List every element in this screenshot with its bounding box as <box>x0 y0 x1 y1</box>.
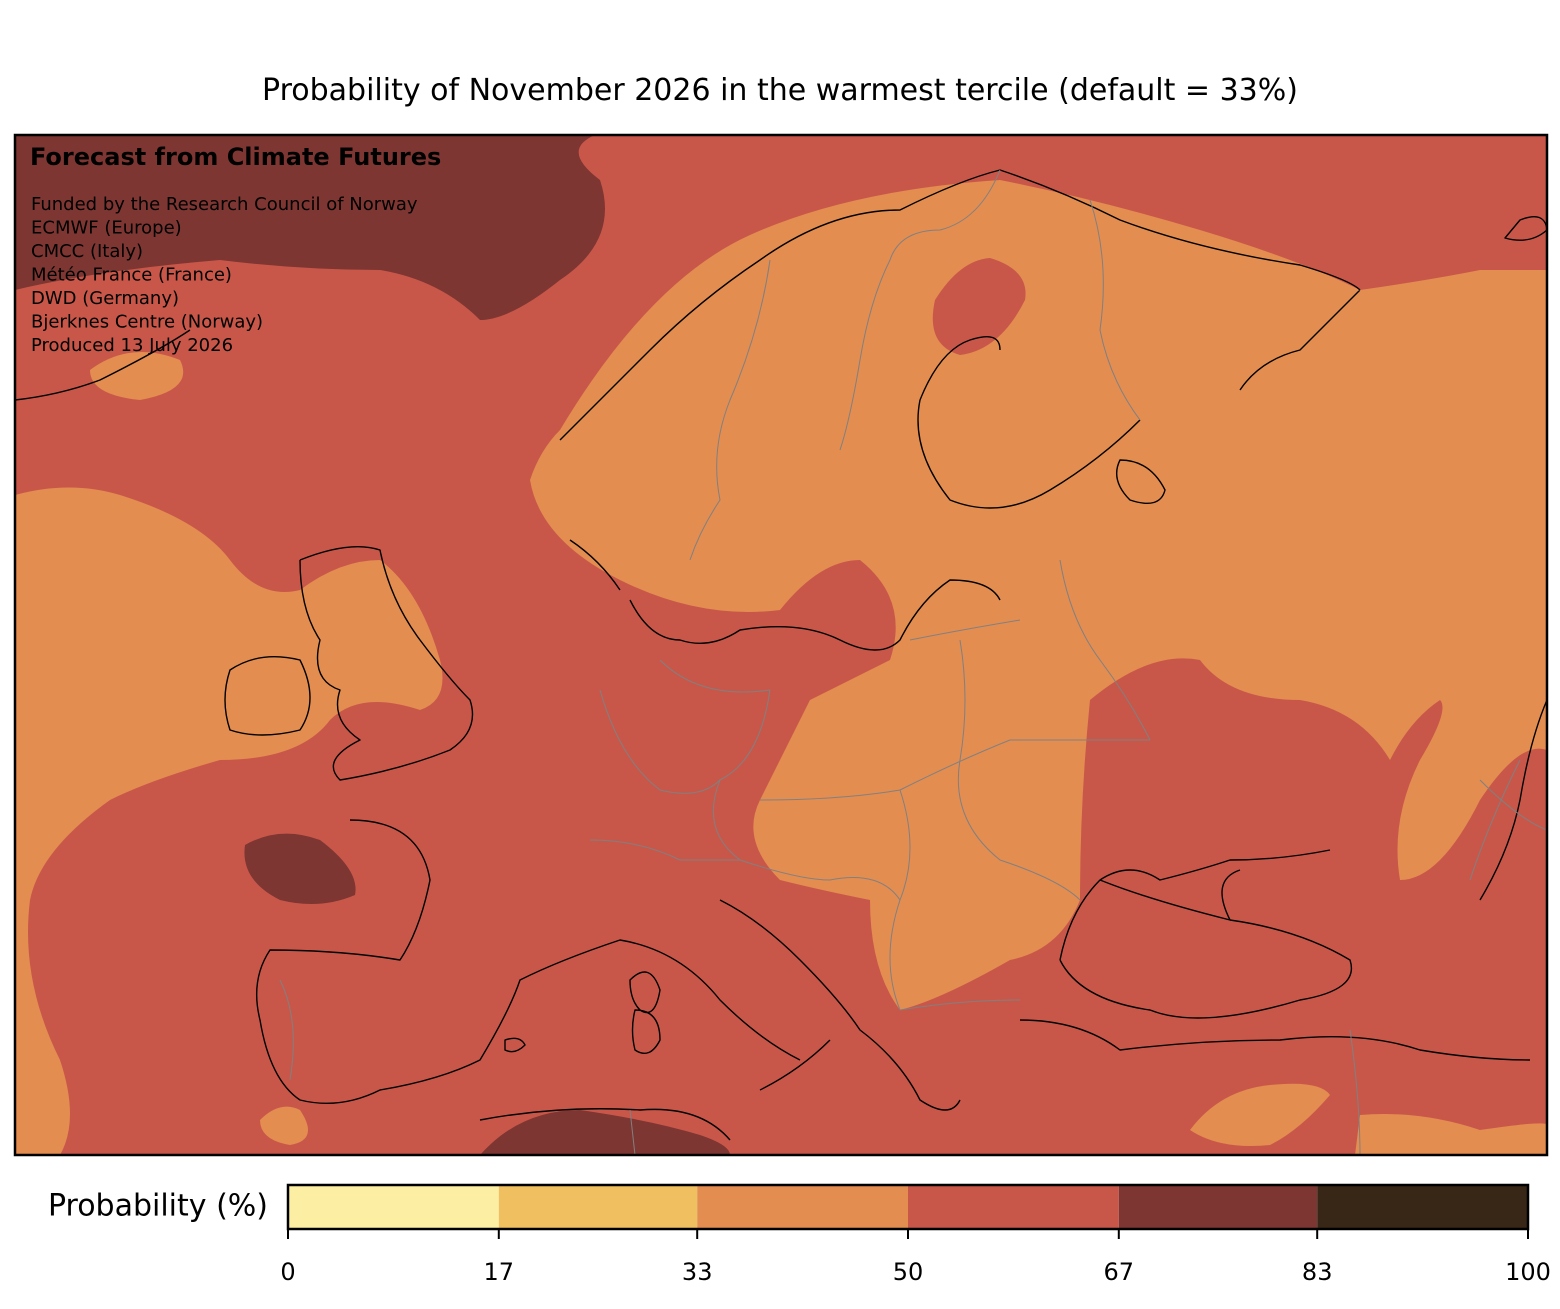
region <box>1190 1083 1547 1155</box>
x-tick-label: 0 <box>280 1258 295 1286</box>
x-tick-label: 100 <box>1505 1258 1551 1286</box>
credit-line: DWD (Germany) <box>31 288 179 309</box>
x-tick-label: 17 <box>484 1258 515 1286</box>
chart-title: Probability of November 2026 in the warm… <box>262 73 1298 108</box>
region <box>244 833 356 904</box>
colorbar-segment <box>1118 1185 1318 1229</box>
region <box>260 1106 308 1145</box>
colorbar-segment <box>908 1185 1119 1229</box>
region <box>90 352 184 400</box>
map-frame <box>13 133 1549 1157</box>
x-tick-label: 50 <box>893 1258 924 1286</box>
colorbar-segment <box>697 1185 908 1229</box>
colorbar: 0 17 33 50 67 83 100 <box>280 1183 1551 1286</box>
x-tick-label: 83 <box>1302 1258 1333 1286</box>
colorbar-segment <box>498 1185 698 1229</box>
region <box>480 1110 730 1155</box>
credit-line: ECMWF (Europe) <box>31 218 182 239</box>
credit-line: Produced 13 July 2026 <box>31 335 233 356</box>
map <box>15 135 1547 1155</box>
map-heading: Forecast from Climate Futures <box>30 143 441 171</box>
region <box>15 487 443 1155</box>
region <box>530 180 1547 1010</box>
x-tick-label: 33 <box>682 1258 713 1286</box>
credit-line: Bjerknes Centre (Norway) <box>31 312 263 333</box>
colorbar-label: Probability (%) <box>48 1189 268 1224</box>
region <box>932 258 1026 355</box>
credit-line: Météo France (France) <box>31 265 232 286</box>
region <box>15 135 605 320</box>
credit-line: Funded by the Research Council of Norway <box>31 194 418 215</box>
colorbar-segment <box>288 1185 499 1229</box>
x-tick-label: 67 <box>1104 1258 1135 1286</box>
credit-line: CMCC (Italy) <box>31 241 143 262</box>
colorbar-segment <box>1317 1185 1528 1229</box>
credits: Funded by the Research Council of Norway… <box>31 194 418 356</box>
